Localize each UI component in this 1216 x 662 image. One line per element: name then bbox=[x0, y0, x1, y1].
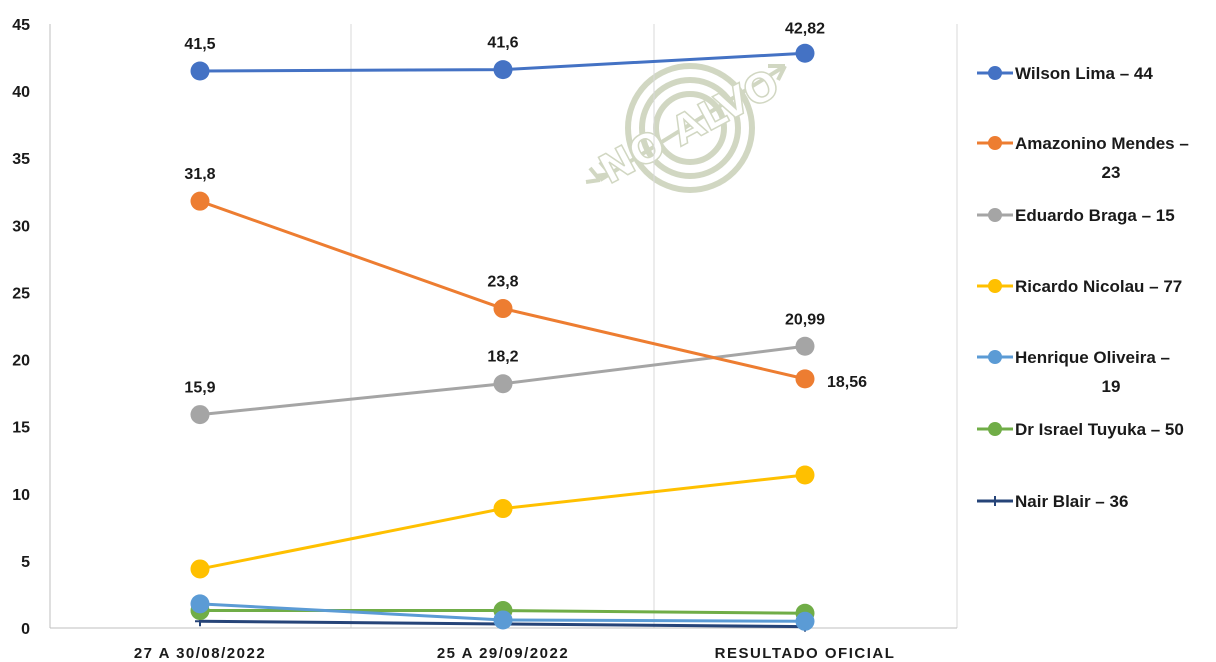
axes: 0 5 10 15 20 25 30 35 40 45 27 A 30/08/2022 25 A 29… bbox=[12, 17, 957, 662]
legend-marker bbox=[988, 66, 1002, 80]
y-tick-label: 20 bbox=[12, 353, 30, 370]
gridlines bbox=[350, 24, 958, 628]
legend-marker bbox=[988, 279, 1002, 293]
legend-label: Henrique Oliveira – bbox=[1015, 348, 1170, 367]
legend-marker bbox=[988, 208, 1002, 222]
watermark-target-icon: NO ALVO bbox=[585, 60, 788, 194]
series-3: 15,9 18,2 20,99 bbox=[184, 311, 825, 425]
y-tick-label: 0 bbox=[21, 621, 30, 638]
watermark-arrowhead bbox=[768, 64, 787, 81]
legend-marker bbox=[990, 496, 1000, 506]
data-point bbox=[493, 610, 513, 630]
data-point bbox=[795, 369, 815, 389]
legend-item: Henrique Oliveira – 19 bbox=[977, 348, 1170, 396]
legend-marker bbox=[988, 350, 1002, 364]
legend-item: Eduardo Braga – 15 bbox=[977, 206, 1175, 225]
data-point bbox=[190, 61, 210, 81]
y-tick-label: 35 bbox=[12, 151, 30, 168]
watermark-fletching bbox=[585, 160, 612, 184]
data-point bbox=[493, 60, 513, 80]
watermark-ring bbox=[653, 91, 727, 165]
legend-item: Nair Blair – 36 bbox=[977, 492, 1128, 511]
data-label: 20,99 bbox=[785, 311, 825, 328]
watermark-ring bbox=[625, 63, 755, 193]
data-point bbox=[190, 594, 210, 614]
watermark-logo: NO ALVO bbox=[585, 60, 788, 194]
legend-item: Ricardo Nicolau – 77 bbox=[977, 277, 1182, 296]
legend-label-cont: 23 bbox=[1102, 163, 1121, 182]
y-tick-label: 45 bbox=[12, 17, 30, 34]
data-point bbox=[493, 299, 513, 319]
data-label: 23,8 bbox=[487, 274, 518, 291]
legend-marker bbox=[988, 422, 1002, 436]
data-label: 18,56 bbox=[827, 374, 867, 391]
data-point bbox=[190, 405, 210, 425]
data-label: 41,5 bbox=[184, 36, 215, 53]
series-5 bbox=[190, 594, 815, 631]
legend-item: Amazonino Mendes – 23 bbox=[977, 134, 1189, 182]
legend-marker bbox=[988, 136, 1002, 150]
data-label: 41,6 bbox=[487, 35, 518, 52]
data-point bbox=[795, 336, 815, 356]
y-tick-label: 40 bbox=[12, 84, 30, 101]
x-tick-label: 27 A 30/08/2022 bbox=[134, 645, 266, 662]
legend-label: Amazonino Mendes – bbox=[1015, 134, 1189, 153]
legend-label: Dr Israel Tuyuka – 50 bbox=[1015, 420, 1184, 439]
x-tick-label: 25 A 29/09/2022 bbox=[437, 645, 569, 662]
series-1: 41,5 41,6 42,82 bbox=[184, 20, 825, 81]
data-label: 15,9 bbox=[184, 380, 215, 397]
y-tick-label: 15 bbox=[12, 420, 30, 437]
data-label: 18,2 bbox=[487, 349, 518, 366]
legend-label: Wilson Lima – 44 bbox=[1015, 64, 1153, 83]
data-point bbox=[493, 499, 513, 519]
data-point bbox=[795, 43, 815, 63]
y-tick-label: 5 bbox=[21, 554, 30, 571]
data-point bbox=[190, 191, 210, 211]
y-tick-label: 30 bbox=[12, 218, 30, 235]
legend: Wilson Lima – 44 Amazonino Mendes – 23 Edua… bbox=[977, 64, 1189, 511]
data-point bbox=[493, 374, 513, 394]
legend-label: Eduardo Braga – 15 bbox=[1015, 206, 1175, 225]
watermark-ring bbox=[639, 77, 741, 179]
x-tick-label: RESULTADO OFICIAL bbox=[715, 645, 896, 662]
legend-label: Nair Blair – 36 bbox=[1015, 492, 1128, 511]
y-tick-label: 10 bbox=[12, 487, 30, 504]
plot-area: 15,9 18,2 20,99 31,8 23,8 18,56 41,5 41,6 42,82 bbox=[184, 20, 867, 632]
data-point bbox=[795, 611, 815, 631]
data-point bbox=[190, 559, 210, 579]
data-label: 42,82 bbox=[785, 20, 825, 37]
legend-item: Dr Israel Tuyuka – 50 bbox=[977, 420, 1184, 439]
data-label: 31,8 bbox=[184, 166, 215, 183]
series-2: 31,8 23,8 18,56 bbox=[184, 166, 867, 391]
y-tick-label: 25 bbox=[12, 285, 30, 302]
legend-item: Wilson Lima – 44 bbox=[977, 64, 1153, 83]
legend-label: Ricardo Nicolau – 77 bbox=[1015, 277, 1182, 296]
data-point bbox=[795, 465, 815, 485]
legend-label-cont: 19 bbox=[1102, 377, 1121, 396]
watermark-arrow bbox=[598, 64, 787, 182]
series-line bbox=[199, 473, 806, 571]
series-4 bbox=[190, 465, 815, 579]
